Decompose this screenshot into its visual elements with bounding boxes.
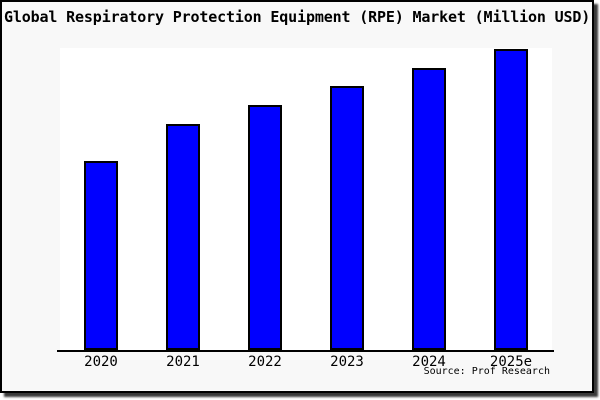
bar-2023	[330, 86, 364, 350]
bar-2024	[412, 68, 446, 350]
bar-2020	[84, 161, 118, 350]
chart-title: Global Respiratory Protection Equipment …	[4, 8, 591, 26]
x-tick-label-2022: 2022	[248, 354, 282, 370]
x-tick-label-2020: 2020	[84, 354, 118, 370]
bar-2022	[248, 105, 282, 350]
source-credit: Source: Prof Research	[423, 366, 550, 377]
plot-area	[60, 48, 552, 350]
bar-2021	[166, 124, 200, 350]
chart-panel: Global Respiratory Protection Equipment …	[0, 0, 594, 393]
bar-2025e	[494, 49, 528, 350]
x-tick-label-2025e: 2025e	[489, 354, 533, 370]
x-tick-label-2023: 2023	[330, 354, 364, 370]
x-axis-line	[57, 350, 554, 352]
x-tick-label-2024: 2024	[412, 354, 446, 370]
x-axis-labels: 2020 2021 2022 2023 2024 2025e	[60, 354, 552, 372]
x-tick-label-2021: 2021	[166, 354, 200, 370]
